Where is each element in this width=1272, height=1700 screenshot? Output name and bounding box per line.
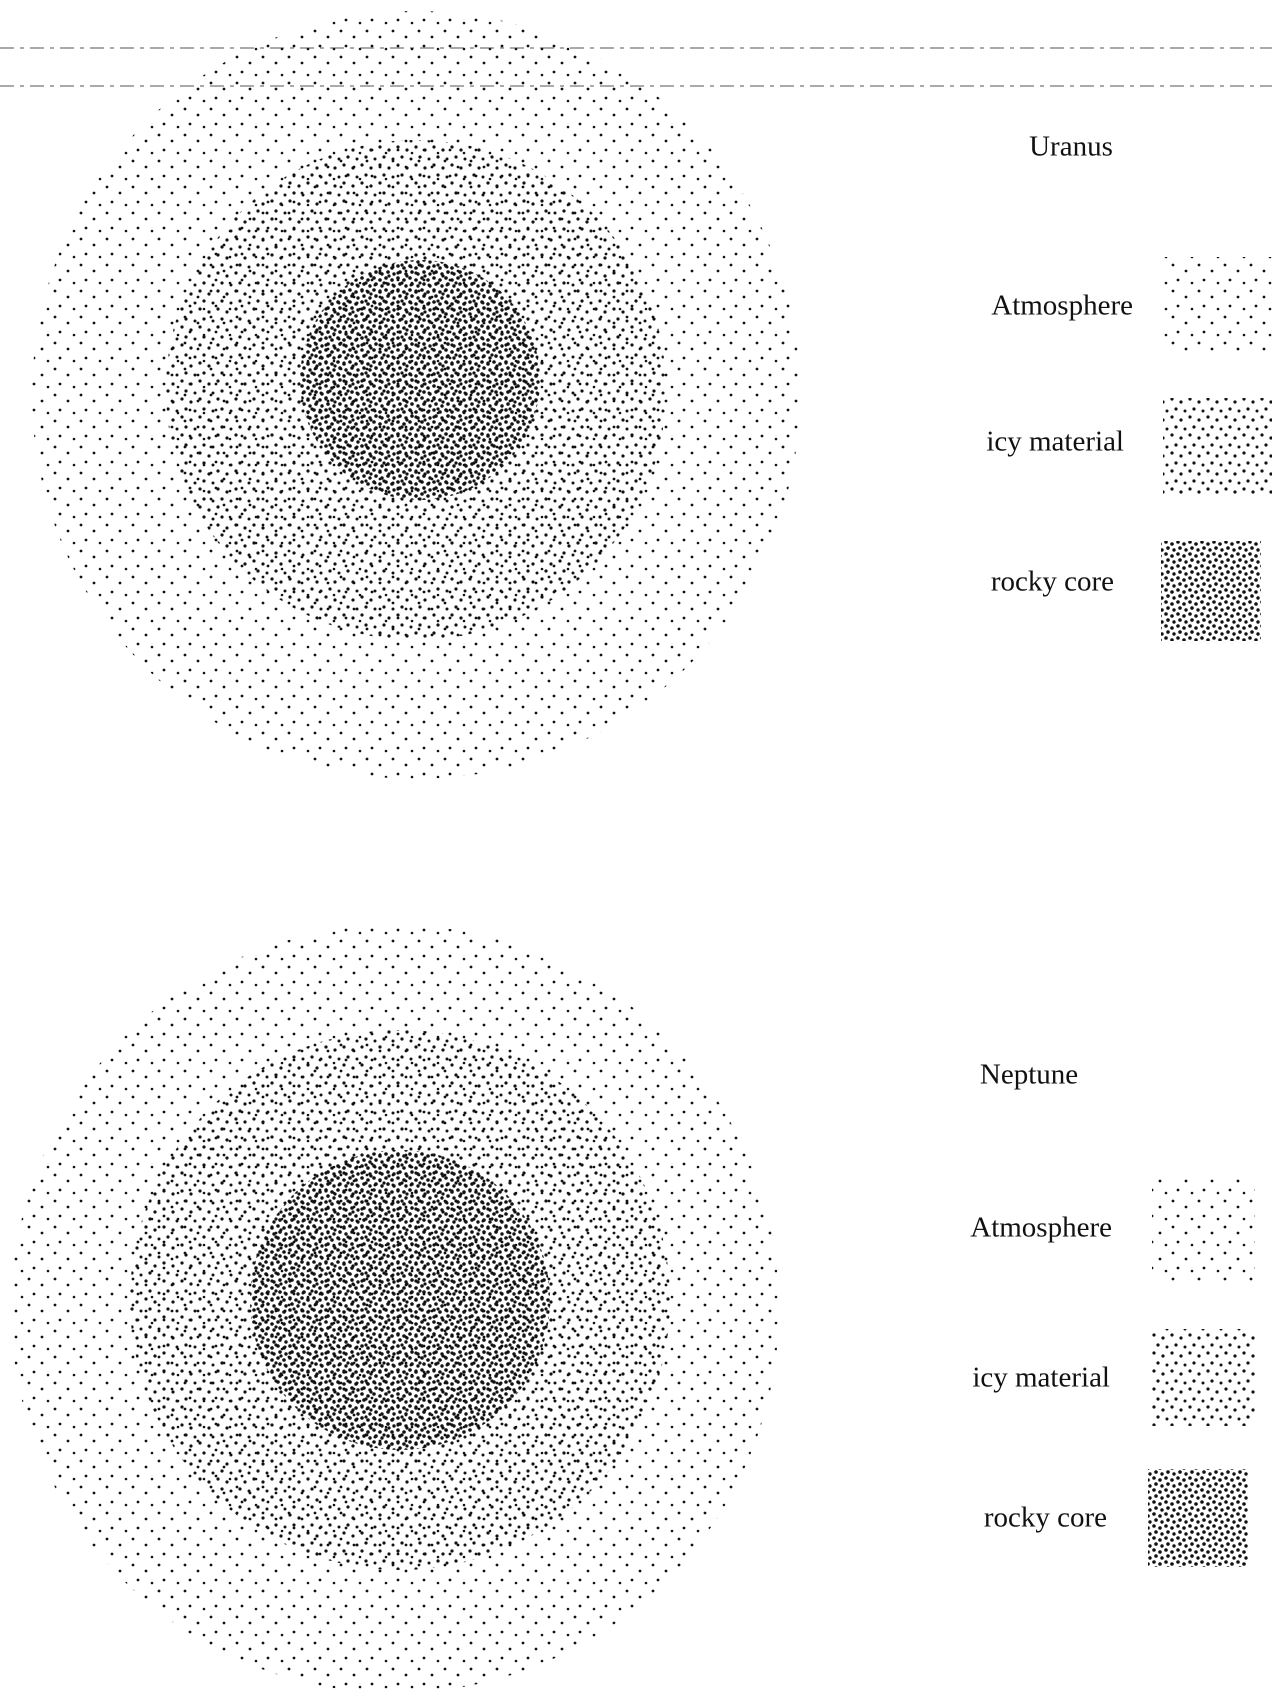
legend-label: icy material	[972, 1362, 1110, 1394]
neptune-legend: Neptune Atmosphere icy material rocky co…	[970, 1059, 1255, 1567]
legend-label: icy material	[986, 426, 1124, 458]
legend-swatch	[1152, 1179, 1255, 1282]
legend-label: Atmosphere	[991, 290, 1133, 322]
uranus-legend: Uranus Atmosphere icy material rocky cor…	[986, 131, 1272, 641]
diagram-page: Uranus Atmosphere icy material rocky cor…	[0, 0, 1272, 1700]
legend-swatch	[1161, 541, 1261, 641]
core-layer	[250, 1150, 550, 1450]
legend-swatch	[1163, 257, 1272, 355]
neptune-sphere	[11, 925, 779, 1693]
core-layer	[300, 260, 540, 500]
legend-label: rocky core	[991, 566, 1114, 598]
planet-title: Neptune	[980, 1059, 1078, 1091]
planet-title: Uranus	[1029, 131, 1113, 163]
legend-label: Atmosphere	[970, 1212, 1112, 1244]
uranus-sphere	[32, 11, 800, 779]
legend-swatch	[1148, 1469, 1248, 1567]
legend-swatch	[1152, 1329, 1255, 1426]
legend-swatch	[1163, 398, 1272, 496]
legend-label: rocky core	[984, 1502, 1107, 1534]
